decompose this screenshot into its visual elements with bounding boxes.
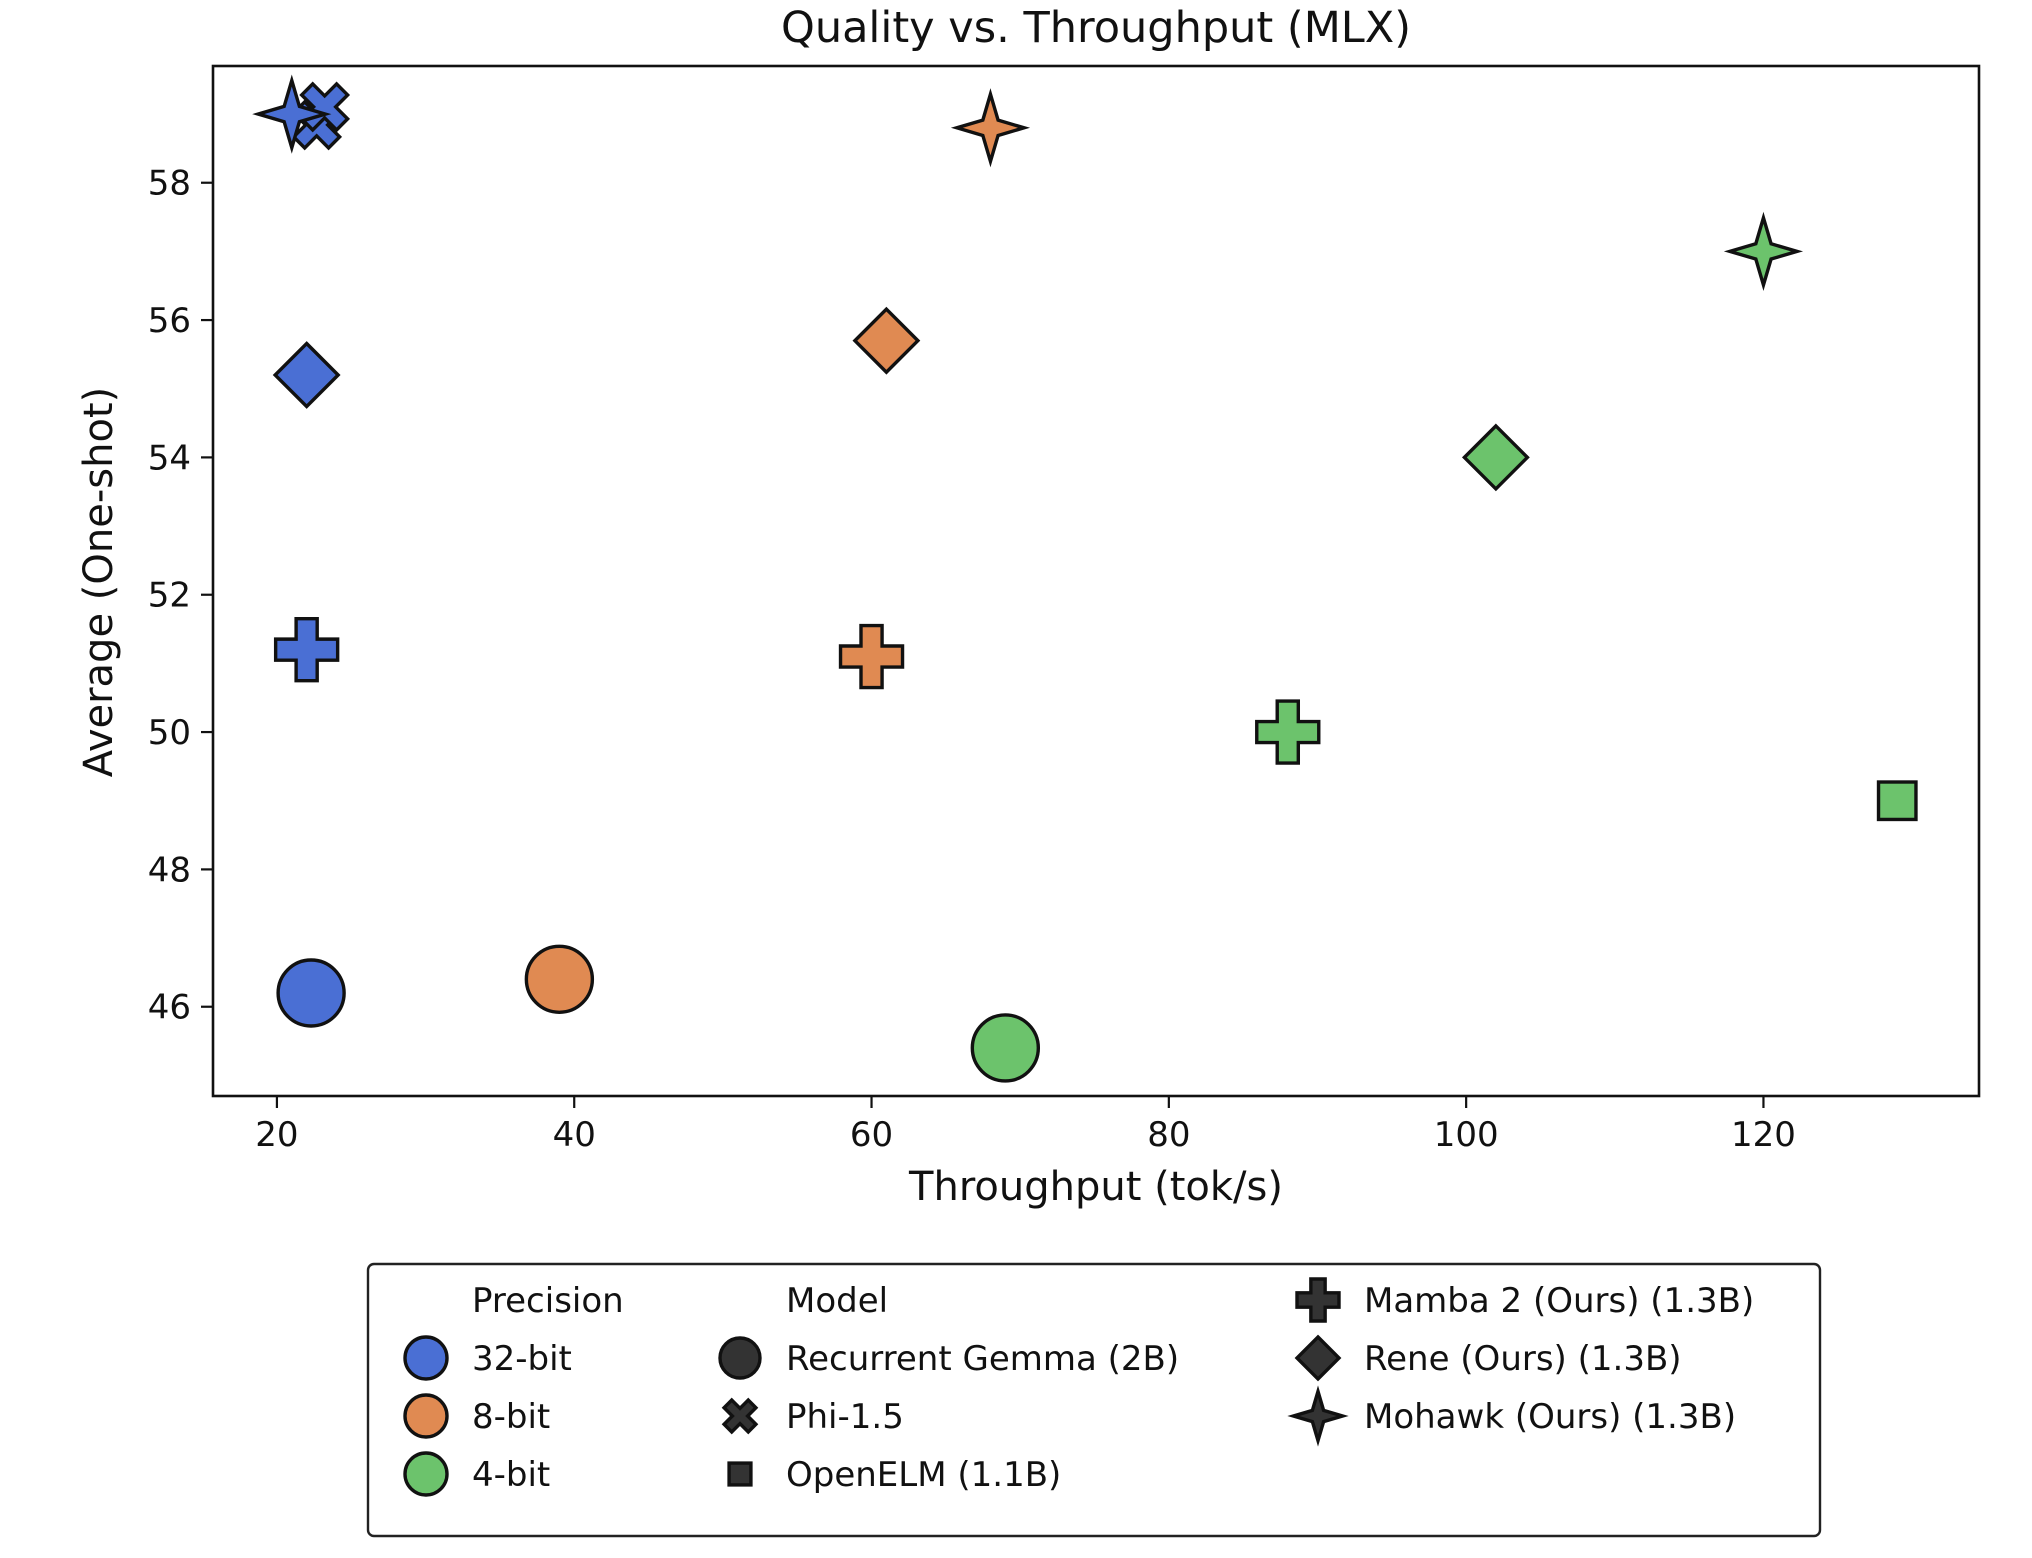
y-tick-label: 52 xyxy=(148,576,191,616)
data-point xyxy=(1876,780,1918,822)
plot-frame xyxy=(211,64,1981,1098)
data-point xyxy=(852,306,921,375)
data-point xyxy=(276,958,346,1028)
data-point xyxy=(838,623,905,690)
legend-label: Recurrent Gemma (2B) xyxy=(786,1339,1179,1379)
legend-marker xyxy=(1287,1385,1349,1447)
legend-marker xyxy=(721,1397,759,1435)
legend-marker xyxy=(1294,1334,1342,1382)
legend-swatch xyxy=(403,1393,449,1439)
legend-label: Mamba 2 (Ours) (1.3B) xyxy=(1364,1281,1754,1321)
x-tick-label: 20 xyxy=(255,1115,298,1155)
y-tick-label: 58 xyxy=(148,164,191,204)
legend-marker xyxy=(727,1461,753,1487)
y-tick-label: 50 xyxy=(148,713,191,753)
y-axis-label: Average (One-shot) xyxy=(76,387,122,777)
data-point xyxy=(273,616,340,683)
y-tick-label: 54 xyxy=(148,438,191,478)
legend-label: 32-bit xyxy=(472,1339,572,1379)
legend-swatch xyxy=(403,1335,449,1381)
legend-label: OpenELM (1.1B) xyxy=(786,1455,1061,1495)
data-point xyxy=(1255,699,1321,765)
legend-precision-title: Precision xyxy=(472,1281,624,1321)
legend-label: Phi-1.5 xyxy=(786,1397,904,1437)
legend: Precision 32-bit 8-bit 4-bit Model Recurrent … xyxy=(366,1262,1822,1538)
legend-marker xyxy=(1295,1277,1341,1323)
legend-swatch xyxy=(403,1451,449,1497)
data-points xyxy=(252,74,1918,1083)
y-tick-label: 46 xyxy=(148,988,191,1028)
y-tick-label: 56 xyxy=(148,301,191,341)
x-tick-label: 120 xyxy=(1731,1115,1796,1155)
data-point xyxy=(950,88,1031,168)
data-point xyxy=(1461,423,1530,492)
legend-marker xyxy=(718,1336,762,1380)
x-tick-label: 40 xyxy=(553,1115,596,1155)
legend-label: 8-bit xyxy=(472,1397,550,1437)
legend-label: Rene (Ours) (1.3B) xyxy=(1364,1339,1682,1379)
x-axis-label: Throughput (tok/s) xyxy=(908,1164,1283,1210)
data-point xyxy=(524,944,595,1014)
y-tick-label: 48 xyxy=(148,850,191,890)
x-tick-label: 100 xyxy=(1434,1115,1499,1155)
x-tick-label: 60 xyxy=(850,1115,893,1155)
axis-ticks: 20 40 60 80 100 120 46 48 50 52 54 56 58 xyxy=(148,164,1796,1155)
chart-title: Quality vs. Throughput (MLX) xyxy=(781,3,1411,53)
x-tick-label: 80 xyxy=(1147,1115,1190,1155)
legend-label: 4-bit xyxy=(472,1455,550,1495)
data-point xyxy=(252,74,332,154)
data-point xyxy=(1723,211,1804,292)
data-point xyxy=(272,341,341,409)
legend-label: Mohawk (Ours) (1.3B) xyxy=(1364,1397,1736,1437)
data-point xyxy=(970,1013,1041,1083)
legend-model-title: Model xyxy=(786,1281,888,1321)
